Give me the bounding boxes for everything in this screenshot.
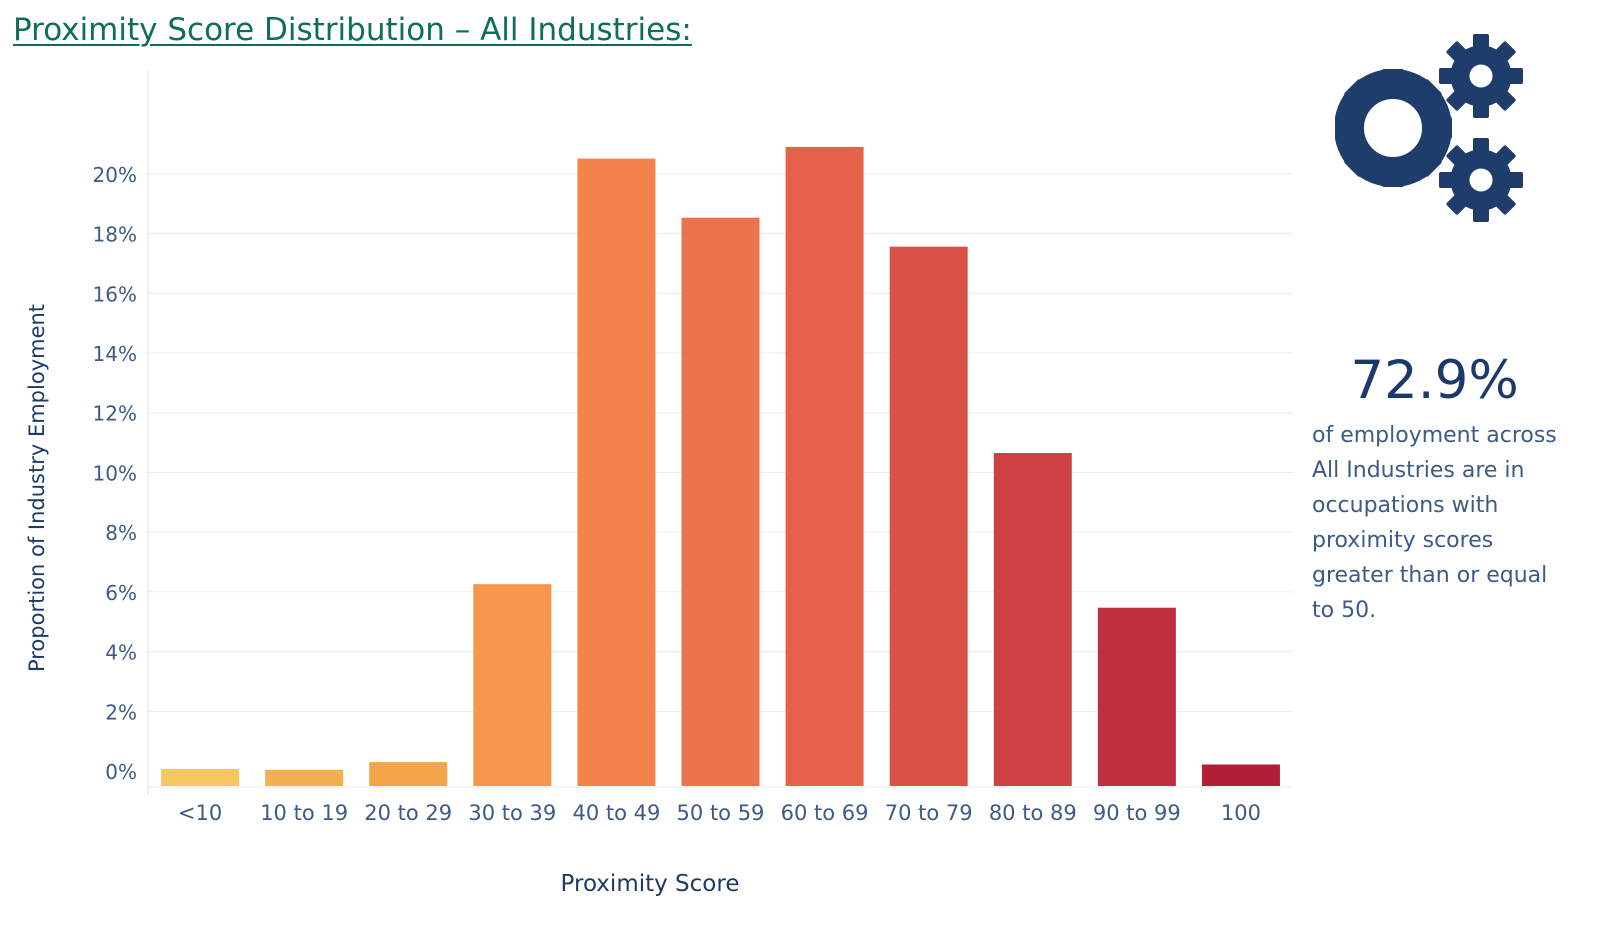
bar-chart: 0% 2% 4% 6% 8% 10% 12% 14% 16% 18% 20% <10 10 to 19…: [25, 70, 1293, 897]
x-tick-label: 10 to 19: [260, 801, 348, 825]
y-tick-label: 12%: [93, 402, 137, 426]
x-tick-label: 80 to 89: [989, 801, 1077, 825]
y-tick-label: 20%: [93, 163, 137, 187]
x-axis-title: Proximity Score: [561, 871, 740, 897]
y-tick-label: 16%: [93, 282, 137, 306]
bar-20-to-29[interactable]: [369, 762, 448, 786]
bar-80-to-89[interactable]: [993, 453, 1072, 786]
y-tick-label: 6%: [105, 581, 137, 605]
summary-description: of employment across All Industries are …: [1312, 423, 1557, 623]
bar-30-to-39[interactable]: [473, 584, 552, 786]
bar-100[interactable]: [1201, 764, 1280, 786]
y-tick-label: 2%: [105, 700, 137, 724]
bar-50-to-59[interactable]: [681, 217, 760, 786]
x-tick-label: 30 to 39: [468, 801, 556, 825]
x-tick-label: 60 to 69: [781, 801, 869, 825]
summary-callout: 72.9% of employment across All Industrie…: [1312, 348, 1592, 628]
y-tick-label: 8%: [105, 521, 137, 545]
y-tick-label: 10%: [93, 461, 137, 485]
bar-70-to-79[interactable]: [889, 246, 968, 786]
bars: [161, 146, 1280, 786]
x-tick-labels: <10 10 to 19 20 to 29 30 to 39 40 to 49 50 to…: [178, 801, 1261, 825]
bar-40-to-49[interactable]: [577, 158, 656, 786]
y-tick-label: 14%: [93, 342, 137, 366]
y-tick-label: 4%: [105, 641, 137, 665]
x-tick-label: 20 to 29: [364, 801, 452, 825]
y-tick-labels: 0% 2% 4% 6% 8% 10% 12% 14% 16% 18% 20%: [93, 163, 137, 784]
bar-60-to-69[interactable]: [785, 146, 864, 786]
bar-10-to-19[interactable]: [265, 769, 344, 786]
x-tick-label: 100: [1221, 801, 1261, 825]
x-tick-label: 40 to 49: [572, 801, 660, 825]
y-tick-label: 18%: [93, 223, 137, 247]
x-tick-label: <10: [178, 801, 222, 825]
page-title: Proximity Score Distribution – All Indus…: [13, 12, 692, 48]
summary-percentage: 72.9%: [1350, 350, 1519, 411]
bar-90-to-99[interactable]: [1097, 607, 1176, 786]
y-tick-label: 0%: [105, 760, 137, 784]
y-axis-title: Proportion of Industry Employment: [25, 304, 49, 672]
gears-icon: [1334, 32, 1525, 224]
x-tick-label: 70 to 79: [885, 801, 973, 825]
x-tick-label: 90 to 99: [1093, 801, 1181, 825]
x-tick-label: 50 to 59: [677, 801, 765, 825]
bar--10[interactable]: [161, 768, 240, 786]
